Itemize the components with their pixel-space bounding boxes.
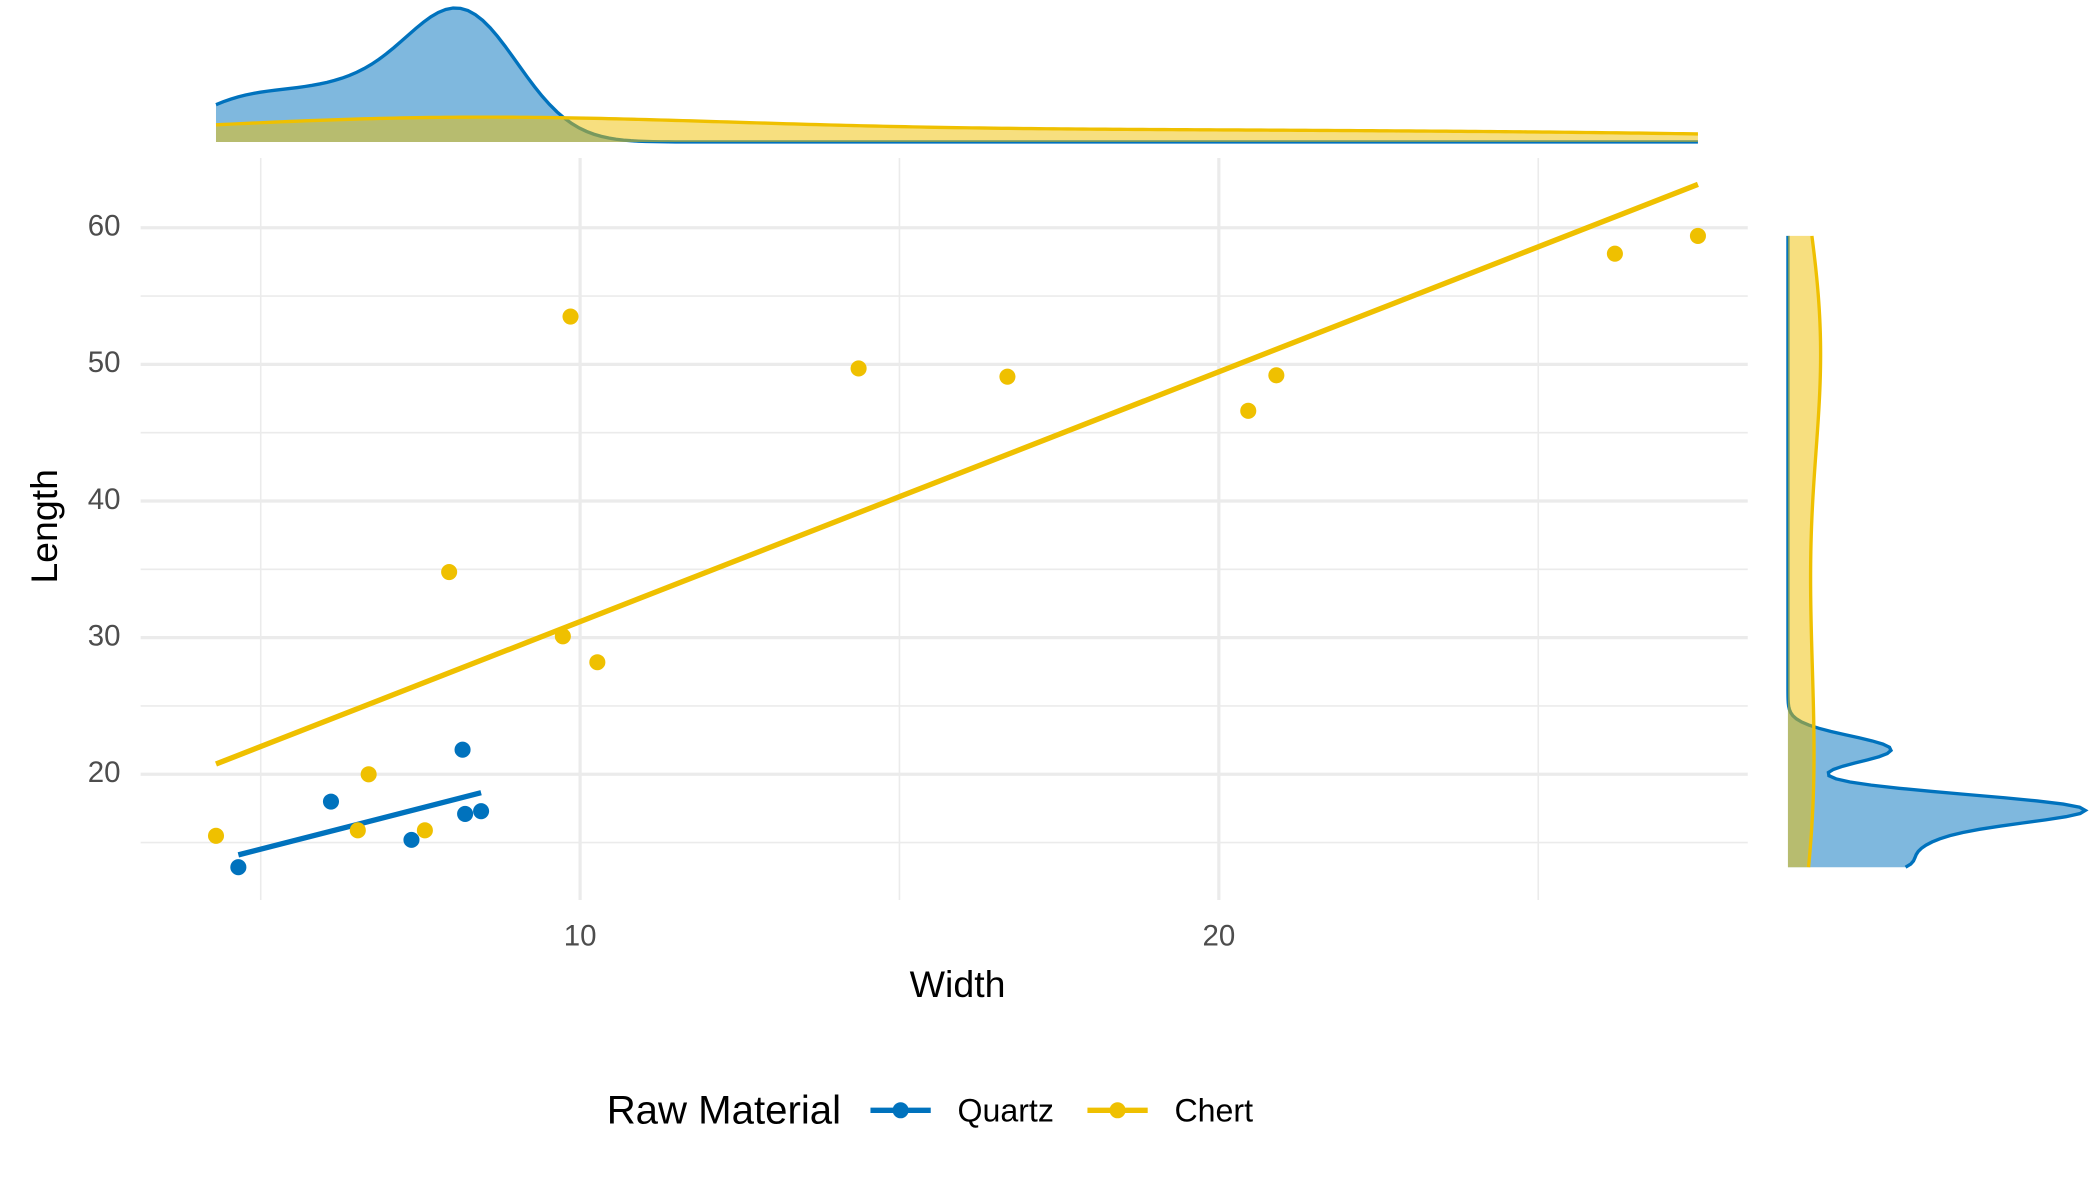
point: [230, 859, 247, 876]
y-tick-label: 30: [88, 619, 121, 652]
point: [457, 805, 474, 822]
y-tick-label: 50: [88, 346, 121, 379]
point: [1689, 227, 1706, 244]
point: [589, 654, 606, 671]
legend: Raw Material Quartz Chert: [607, 1088, 1253, 1133]
marginal-density-x: [215, 117, 1698, 142]
y-axis-title: Length: [23, 469, 65, 584]
point: [207, 827, 225, 844]
point: [554, 628, 571, 645]
x-axis-title: Width: [910, 963, 1006, 1005]
y-tick-label: 20: [88, 756, 121, 789]
point: [416, 822, 433, 839]
point: [999, 368, 1016, 385]
point: [322, 793, 340, 810]
point: [473, 803, 490, 820]
point: [1606, 245, 1623, 262]
grid: [140, 158, 1748, 900]
x-tick-label: 20: [1202, 919, 1235, 952]
point: [441, 564, 458, 581]
point: [403, 831, 420, 848]
legend-title: Raw Material: [607, 1088, 841, 1133]
y-tick-label: 60: [88, 210, 121, 243]
y-tick-label: 40: [88, 483, 121, 516]
point: [360, 766, 377, 783]
point: [1268, 367, 1285, 384]
marginal-density-y: [1787, 235, 2086, 868]
point: [562, 308, 579, 325]
point: [850, 360, 867, 377]
point: [1240, 402, 1257, 419]
legend-key-point: [1109, 1102, 1126, 1119]
point: [349, 822, 366, 839]
marginal-density-y-line: [1786, 235, 2089, 869]
x-tick-label: 10: [564, 919, 597, 952]
marginal-density-x-line: [215, 115, 1698, 136]
legend-label: Quartz: [958, 1092, 1054, 1128]
trend-line: [215, 181, 1699, 767]
legend-label: Chert: [1174, 1092, 1253, 1128]
marginal-density-y-line: [1806, 235, 1823, 868]
legend-key-point: [892, 1102, 909, 1119]
point: [454, 741, 471, 758]
